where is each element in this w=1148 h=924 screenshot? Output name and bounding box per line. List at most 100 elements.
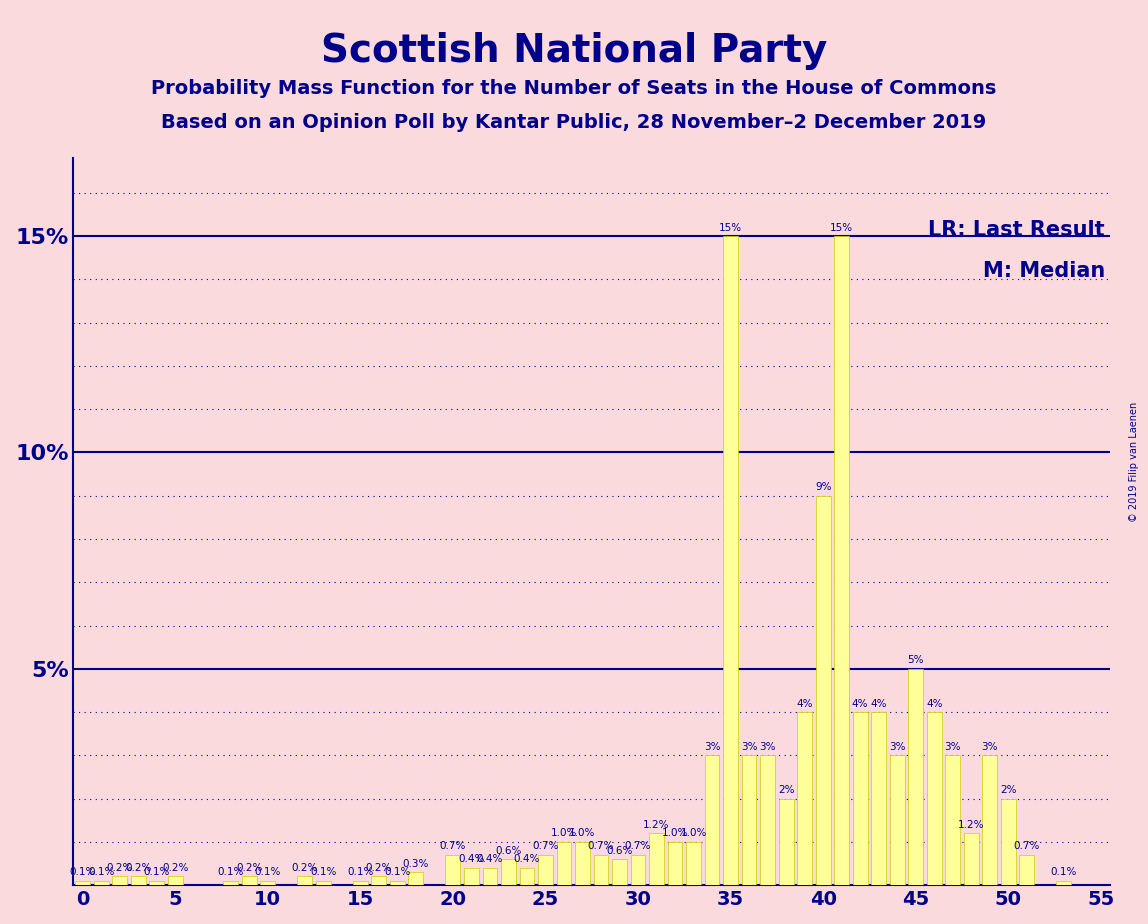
Text: 4%: 4%: [797, 699, 813, 709]
Text: 0.1%: 0.1%: [69, 868, 95, 878]
Text: 4%: 4%: [870, 699, 887, 709]
Text: Probability Mass Function for the Number of Seats in the House of Commons: Probability Mass Function for the Number…: [152, 79, 996, 98]
Text: 0.7%: 0.7%: [1014, 842, 1040, 851]
Bar: [630, 855, 645, 885]
Bar: [1056, 881, 1071, 885]
Bar: [612, 859, 627, 885]
Text: 0.7%: 0.7%: [440, 842, 466, 851]
Text: 2%: 2%: [778, 785, 794, 796]
Bar: [945, 755, 960, 885]
Text: 0.7%: 0.7%: [625, 842, 651, 851]
Text: 1.2%: 1.2%: [957, 820, 985, 830]
Bar: [538, 855, 553, 885]
Bar: [352, 881, 367, 885]
Text: 0.2%: 0.2%: [292, 863, 318, 873]
Text: 4%: 4%: [852, 699, 868, 709]
Text: 0.7%: 0.7%: [533, 842, 559, 851]
Text: 0.2%: 0.2%: [236, 863, 263, 873]
Bar: [242, 877, 257, 885]
Bar: [261, 881, 276, 885]
Bar: [890, 755, 905, 885]
Bar: [224, 881, 238, 885]
Text: LR: Last Result: LR: Last Result: [929, 220, 1104, 240]
Text: 3%: 3%: [945, 742, 961, 752]
Bar: [113, 877, 127, 885]
Bar: [723, 237, 738, 885]
Text: 0.2%: 0.2%: [366, 863, 391, 873]
Text: 3%: 3%: [740, 742, 758, 752]
Bar: [964, 833, 978, 885]
Text: 0.1%: 0.1%: [310, 868, 336, 878]
Bar: [168, 877, 183, 885]
Text: 0.1%: 0.1%: [144, 868, 170, 878]
Bar: [778, 798, 793, 885]
Bar: [94, 881, 109, 885]
Bar: [797, 712, 812, 885]
Text: 0.4%: 0.4%: [514, 855, 540, 864]
Text: 1.0%: 1.0%: [681, 829, 707, 838]
Text: 3%: 3%: [889, 742, 906, 752]
Text: 1.0%: 1.0%: [569, 829, 596, 838]
Bar: [687, 842, 701, 885]
Bar: [835, 237, 850, 885]
Bar: [149, 881, 164, 885]
Text: 0.1%: 0.1%: [217, 868, 243, 878]
Text: 9%: 9%: [815, 482, 831, 492]
Text: 0.3%: 0.3%: [403, 858, 429, 869]
Text: 3%: 3%: [759, 742, 776, 752]
Text: 0.1%: 0.1%: [255, 868, 281, 878]
Bar: [409, 872, 424, 885]
Bar: [464, 868, 479, 885]
Text: 3%: 3%: [982, 742, 998, 752]
Bar: [816, 495, 830, 885]
Bar: [501, 859, 515, 885]
Text: 3%: 3%: [704, 742, 720, 752]
Text: 5%: 5%: [907, 655, 924, 665]
Text: © 2019 Filip van Laenen: © 2019 Filip van Laenen: [1130, 402, 1139, 522]
Text: M: Median: M: Median: [983, 261, 1104, 282]
Bar: [297, 877, 312, 885]
Text: 0.1%: 0.1%: [385, 868, 411, 878]
Bar: [445, 855, 460, 885]
Bar: [557, 842, 572, 885]
Bar: [705, 755, 720, 885]
Text: 2%: 2%: [1000, 785, 1016, 796]
Bar: [520, 868, 534, 885]
Text: 0.1%: 0.1%: [1050, 868, 1077, 878]
Bar: [316, 881, 331, 885]
Bar: [668, 842, 682, 885]
Bar: [372, 877, 386, 885]
Text: 0.2%: 0.2%: [125, 863, 152, 873]
Text: 0.2%: 0.2%: [162, 863, 188, 873]
Text: Scottish National Party: Scottish National Party: [320, 32, 828, 70]
Text: Based on an Opinion Poll by Kantar Public, 28 November–2 December 2019: Based on an Opinion Poll by Kantar Publi…: [162, 113, 986, 132]
Bar: [926, 712, 941, 885]
Bar: [760, 755, 775, 885]
Bar: [575, 842, 590, 885]
Text: 1.0%: 1.0%: [662, 829, 689, 838]
Bar: [871, 712, 886, 885]
Text: 15%: 15%: [830, 223, 853, 233]
Bar: [390, 881, 405, 885]
Bar: [131, 877, 146, 885]
Text: 1.2%: 1.2%: [643, 820, 669, 830]
Text: 0.1%: 0.1%: [88, 868, 115, 878]
Bar: [649, 833, 664, 885]
Text: 0.6%: 0.6%: [495, 845, 521, 856]
Bar: [76, 881, 90, 885]
Text: 4%: 4%: [926, 699, 943, 709]
Text: 0.4%: 0.4%: [458, 855, 484, 864]
Bar: [1019, 855, 1034, 885]
Text: 0.1%: 0.1%: [347, 868, 373, 878]
Text: 0.6%: 0.6%: [606, 845, 633, 856]
Bar: [983, 755, 998, 885]
Bar: [1001, 798, 1016, 885]
Bar: [908, 669, 923, 885]
Text: 15%: 15%: [719, 223, 742, 233]
Text: 0.2%: 0.2%: [107, 863, 133, 873]
Text: 1.0%: 1.0%: [551, 829, 577, 838]
Bar: [742, 755, 757, 885]
Bar: [594, 855, 608, 885]
Bar: [482, 868, 497, 885]
Text: 0.4%: 0.4%: [476, 855, 503, 864]
